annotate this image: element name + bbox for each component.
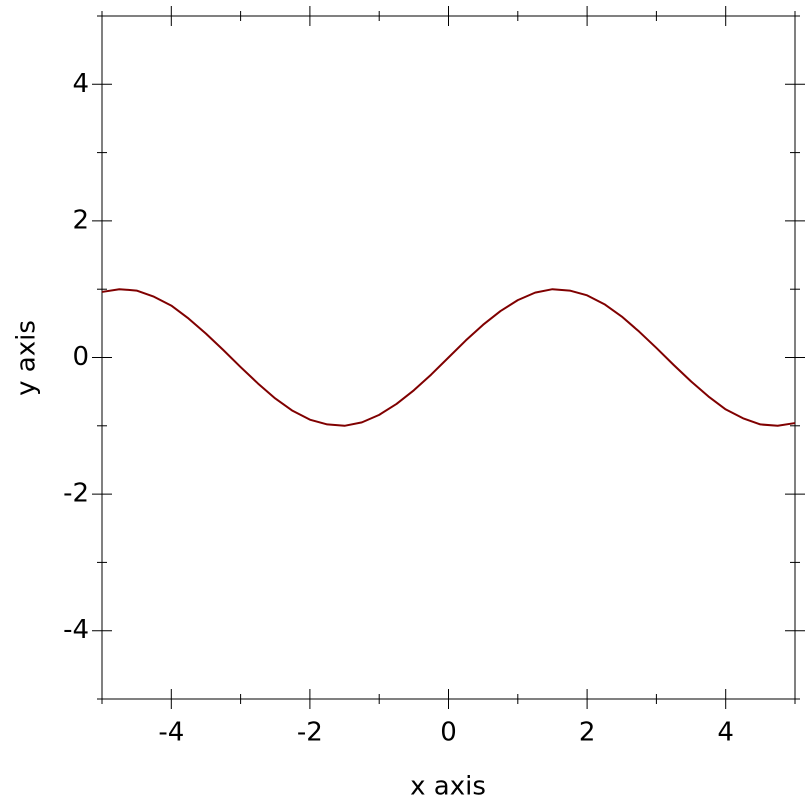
- x-axis-label: x axis: [410, 772, 486, 802]
- x-tick-label: -2: [297, 718, 323, 748]
- y-tick-label: 0: [72, 342, 89, 372]
- y-tick-label: -4: [63, 615, 89, 645]
- x-tick-label: -4: [158, 718, 184, 748]
- x-tick-label: 2: [579, 718, 596, 748]
- y-tick-label: -2: [63, 479, 89, 509]
- line-series: [101, 288, 796, 427]
- y-axis-label: y axis: [12, 320, 42, 396]
- y-tick-label: 4: [72, 69, 89, 99]
- y-tick-label: 2: [72, 205, 89, 235]
- x-tick-label: 0: [440, 718, 457, 748]
- x-tick-label: 4: [717, 718, 734, 748]
